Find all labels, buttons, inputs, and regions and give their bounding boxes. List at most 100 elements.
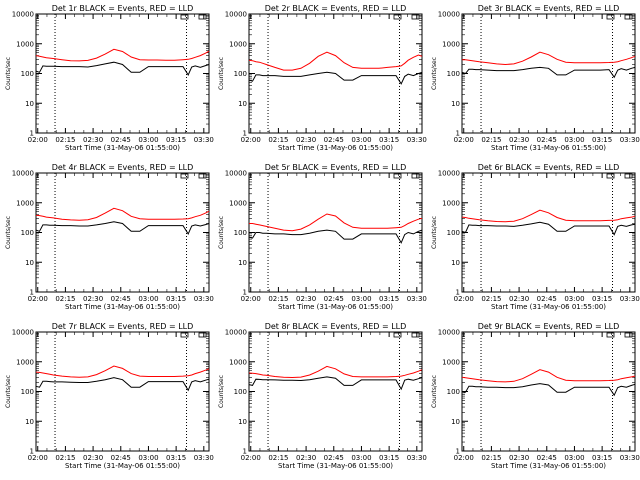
y-tick-label: 100	[234, 388, 247, 396]
y-tick-label: 10	[451, 418, 460, 426]
y-tick-label: 10000	[438, 11, 460, 19]
series-events-line	[461, 221, 636, 236]
y-tick-label: 1000	[442, 358, 460, 366]
panel-9: Det 9r BLACK = Events, RED = LLD 1 10 100 10…	[431, 322, 640, 470]
y-tick-label: 10	[238, 259, 247, 267]
y-axis-label: Counts/sec	[5, 375, 12, 408]
y-tick-label: 10000	[12, 170, 34, 178]
series-lld-line	[248, 365, 423, 379]
x-tick-label: 02:00	[28, 136, 48, 144]
x-axis-label: Start Time (31-May-06 01:55:00)	[278, 303, 393, 311]
x-tick-label: 02:30	[509, 454, 529, 462]
x-axis-label: Start Time (31-May-06 01:55:00)	[278, 144, 393, 152]
x-tick-label: 03:15	[379, 454, 399, 462]
y-tick-label: 10	[451, 259, 460, 267]
x-tick-label: 03:00	[351, 136, 371, 144]
panel-title: Det 2r BLACK = Events, RED = LLD	[265, 4, 407, 13]
x-tick-label: 02:45	[324, 295, 344, 303]
x-tick-label: 02:15	[268, 454, 288, 462]
legend-box	[411, 14, 420, 20]
legend-box	[180, 332, 189, 338]
series-events-line	[35, 61, 210, 76]
x-tick-label: 02:15	[55, 295, 75, 303]
x-axis-label: Start Time (31-May-06 01:55:00)	[65, 303, 180, 311]
x-tick-label: 02:30	[296, 295, 316, 303]
x-axis-label: Start Time (31-May-06 01:55:00)	[65, 462, 180, 470]
x-axis-label: Start Time (31-May-06 01:55:00)	[491, 303, 606, 311]
legend-box	[624, 173, 633, 179]
x-tick-label: 03:30	[194, 136, 214, 144]
y-tick-label: 100	[234, 229, 247, 237]
panel-8: Det 8r BLACK = Events, RED = LLD 1 10 100 10…	[218, 322, 427, 470]
x-tick-label: 03:15	[592, 454, 612, 462]
legend-box	[411, 173, 420, 179]
x-tick-label: 03:30	[194, 454, 214, 462]
x-tick-label: 02:15	[55, 136, 75, 144]
plot-frame	[248, 172, 423, 293]
legend-box	[180, 14, 189, 20]
y-tick-label: 10000	[438, 329, 460, 337]
y-tick-label: 10	[451, 100, 460, 108]
x-tick-label: 02:00	[241, 136, 261, 144]
x-axis-label: Start Time (31-May-06 01:55:00)	[491, 144, 606, 152]
x-tick-label: 03:00	[138, 295, 158, 303]
panel-title: Det 9r BLACK = Events, RED = LLD	[478, 322, 620, 331]
series-events-line	[35, 377, 210, 392]
y-tick-label: 1	[456, 289, 460, 297]
panel-title: Det 5r BLACK = Events, RED = LLD	[265, 163, 407, 172]
x-tick-label: 03:00	[564, 295, 584, 303]
series-lld-line	[248, 51, 423, 71]
x-tick-label: 02:45	[324, 136, 344, 144]
x-tick-label: 02:45	[111, 295, 131, 303]
panel-5: Det 5r BLACK = Events, RED = LLD 1 10 100 10…	[218, 163, 427, 311]
y-tick-label: 1	[30, 130, 34, 138]
panel-3: Det 3r BLACK = Events, RED = LLD 1 10 100 10…	[431, 4, 640, 152]
y-tick-label: 100	[21, 229, 34, 237]
panel-1: Det 1r BLACK = Events, RED = LLD 1 10 100 10…	[5, 4, 214, 152]
legend-box	[198, 14, 207, 20]
x-tick-label: 02:15	[481, 136, 501, 144]
series-events-line	[461, 383, 636, 397]
y-tick-label: 10000	[225, 170, 247, 178]
legend-box	[393, 173, 402, 179]
y-tick-label: 1000	[16, 40, 34, 48]
series-lld-line	[35, 207, 210, 221]
legend-box	[198, 332, 207, 338]
series-lld-line	[461, 209, 636, 223]
series-lld-line	[35, 365, 210, 378]
series-lld-line	[461, 369, 636, 383]
plot-frame	[461, 331, 636, 452]
y-tick-label: 1000	[229, 358, 247, 366]
x-tick-label: 03:15	[379, 136, 399, 144]
y-tick-label: 10	[238, 418, 247, 426]
x-tick-label: 02:15	[268, 136, 288, 144]
x-tick-label: 03:15	[379, 295, 399, 303]
x-tick-label: 02:30	[509, 136, 529, 144]
x-tick-label: 02:45	[111, 454, 131, 462]
x-axis-label: Start Time (31-May-06 01:55:00)	[491, 462, 606, 470]
legend-box	[411, 332, 420, 338]
x-tick-label: 03:00	[564, 454, 584, 462]
x-tick-label: 03:30	[620, 136, 640, 144]
x-tick-label: 02:45	[324, 454, 344, 462]
y-axis-label: Counts/sec	[431, 375, 438, 408]
y-tick-label: 100	[447, 388, 460, 396]
series-lld-line	[462, 51, 636, 66]
x-tick-label: 03:30	[194, 295, 214, 303]
panel-6: Det 6r BLACK = Events, RED = LLD 1 10 100 10…	[431, 163, 640, 311]
x-tick-label: 02:00	[454, 136, 474, 144]
plot-frame	[35, 172, 210, 293]
panel-2: Det 2r BLACK = Events, RED = LLD 1 10 100 10…	[218, 4, 427, 152]
y-tick-label: 1	[456, 130, 460, 138]
y-axis-label: Counts/sec	[5, 216, 12, 249]
y-axis-label: Counts/sec	[218, 375, 225, 408]
x-tick-label: 03:30	[620, 295, 640, 303]
legend-box	[624, 14, 633, 20]
panel-7: Det 7r BLACK = Events, RED = LLD 1 10 100 10…	[5, 322, 214, 470]
x-tick-label: 02:15	[481, 454, 501, 462]
x-tick-label: 03:30	[407, 295, 427, 303]
y-axis-label: Counts/sec	[431, 57, 438, 90]
x-tick-label: 03:15	[592, 136, 612, 144]
panel-title: Det 3r BLACK = Events, RED = LLD	[478, 4, 620, 13]
